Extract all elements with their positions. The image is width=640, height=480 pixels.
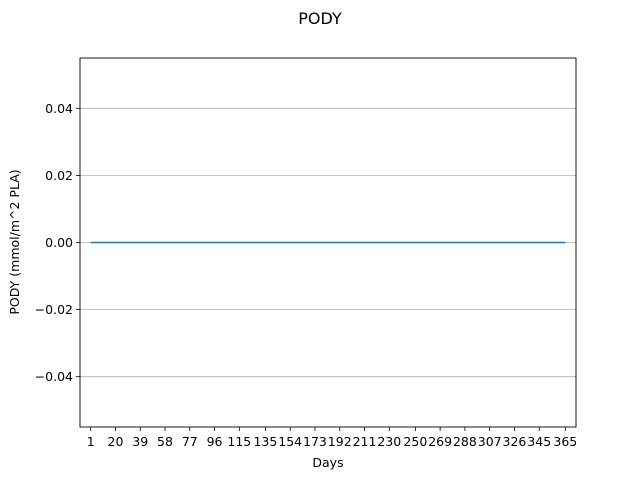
x-tick-label: 115 [227,434,251,449]
x-tick-label: 20 [108,434,124,449]
x-tick-label: 58 [157,434,173,449]
x-tick-label: 326 [503,434,527,449]
y-tick-label: 0.04 [45,101,73,116]
y-axis-label: PODY (mmol/m^2 PLA) [7,169,22,314]
x-tick-label: 288 [453,434,477,449]
x-tick-label: 365 [553,434,577,449]
x-axis-label: Days [312,455,343,470]
x-axis-ticks: 1 20 39 58 77 96 115 135 154 173 192 211 230 250 269 28… [87,427,577,449]
x-tick-label: 154 [278,434,302,449]
x-tick-label: 269 [428,434,452,449]
y-tick-label: −0.02 [35,302,73,317]
chart-title: PODY [298,9,342,28]
x-tick-label: 1 [87,434,95,449]
x-tick-label: 96 [207,434,223,449]
x-tick-label: 77 [182,434,198,449]
x-tick-label: 345 [527,434,551,449]
x-tick-label: 135 [253,434,277,449]
y-tick-label: 0.02 [45,168,73,183]
x-tick-label: 230 [377,434,401,449]
x-tick-label: 250 [403,434,427,449]
x-tick-label: 307 [478,434,502,449]
x-tick-label: 39 [132,434,148,449]
x-tick-label: 173 [303,434,327,449]
x-tick-label: 211 [353,434,377,449]
y-tick-label: −0.04 [35,369,73,384]
x-tick-label: 192 [328,434,352,449]
y-axis-ticks: −0.04 −0.02 0.00 0.02 0.04 [35,101,80,384]
y-tick-label: 0.00 [45,235,73,250]
